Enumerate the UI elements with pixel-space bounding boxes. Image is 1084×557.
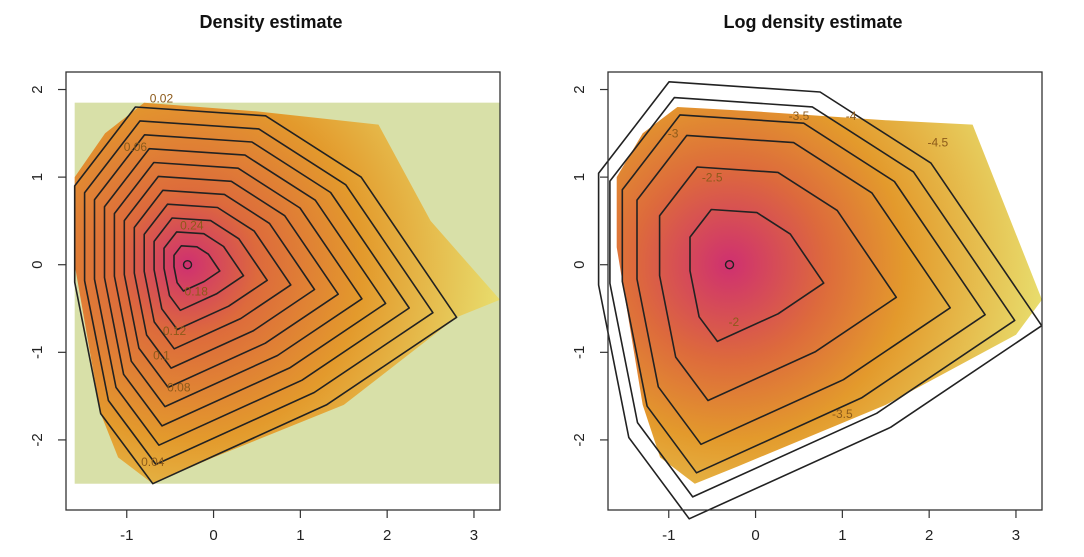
y-tick-label: 1 — [29, 173, 46, 181]
x-tick-label: 0 — [209, 527, 217, 544]
y-tick-label: -1 — [571, 346, 588, 359]
x-tick-label: 0 — [751, 527, 759, 544]
contour-label: 0.18 — [185, 284, 209, 298]
y-tick-label: -2 — [29, 433, 46, 446]
y-tick-label: 2 — [29, 85, 46, 93]
y-tick-label: 1 — [571, 173, 588, 181]
contour-label: 0.04 — [141, 455, 165, 469]
x-tick-label: 1 — [838, 527, 846, 544]
log-density-panel: Log density estimate -2 -2.5 -3 -3.5 -4 -4.5-… — [542, 0, 1084, 557]
contour-label: -4.5 — [927, 135, 948, 149]
plot-frame — [607, 71, 1043, 511]
x-tick-label: 1 — [296, 527, 304, 544]
contour-line — [609, 96, 1016, 498]
contour-line — [123, 175, 340, 389]
density-surface — [616, 107, 1042, 484]
contour-label: -3.5 — [789, 109, 810, 123]
contour-label: 0.1 — [153, 348, 170, 362]
contour-line — [689, 208, 825, 343]
contour-label: 0.12 — [163, 324, 187, 338]
x-tick-label: -1 — [662, 527, 675, 544]
contour-line — [93, 134, 411, 447]
contour-line — [103, 147, 387, 427]
x-tick-label: 3 — [1012, 527, 1020, 544]
x-tick-label: 2 — [925, 527, 933, 544]
y-tick-label: -2 — [571, 433, 588, 446]
x-tick-label: 3 — [470, 527, 478, 544]
y-tick-label: 0 — [29, 261, 46, 269]
plot-frame — [65, 71, 501, 511]
contour-line — [658, 166, 898, 402]
contour-label: -3 — [668, 127, 679, 141]
y-tick-label: 2 — [571, 85, 588, 93]
contour-line — [73, 106, 458, 485]
contour-line — [133, 189, 316, 369]
contour-line — [113, 161, 363, 408]
x-tick-label: 2 — [383, 527, 391, 544]
density-surface — [74, 102, 500, 484]
log-density-chart: -2 -2.5 -3 -3.5 -4 -4.5 -3.5 -1 0 1 2 3 -2 -1 0 1 2 — [571, 71, 1043, 544]
contour-line — [636, 134, 952, 446]
contour-line — [143, 203, 292, 350]
contour-label: 0.08 — [167, 381, 191, 395]
contour-label: 0.06 — [124, 140, 148, 154]
contour-label: -4 — [846, 109, 857, 123]
mode-ring — [724, 260, 735, 270]
density-chart: 0.02 0.04 0.06 0.08 0.1 0.12 0.18 0.24 -1 0 1 2 3 -2 -… — [29, 71, 501, 544]
chart-title: Density estimate — [199, 12, 343, 32]
x-tick-label: -1 — [120, 527, 133, 544]
y-tick-label: -1 — [29, 346, 46, 359]
y-tick-label: 0 — [571, 261, 588, 269]
contour-line — [83, 120, 434, 466]
chart-title: Log density estimate — [723, 12, 903, 32]
contour-line — [163, 231, 245, 312]
contour-line — [173, 245, 221, 292]
density-panel: Density estimate 0.02 0.04 0.06 0.08 0.1 0.12… — [29, 12, 501, 544]
contour-line — [597, 81, 1043, 520]
contour-line — [621, 114, 986, 474]
mode-ring — [182, 260, 193, 270]
contour-line — [153, 217, 269, 331]
contour-label: 0.24 — [180, 219, 204, 233]
contour-label: -2.5 — [702, 171, 723, 185]
contour-label: -2 — [729, 315, 740, 329]
contour-label: -3.5 — [832, 407, 853, 421]
contour-label: 0.02 — [150, 92, 174, 106]
